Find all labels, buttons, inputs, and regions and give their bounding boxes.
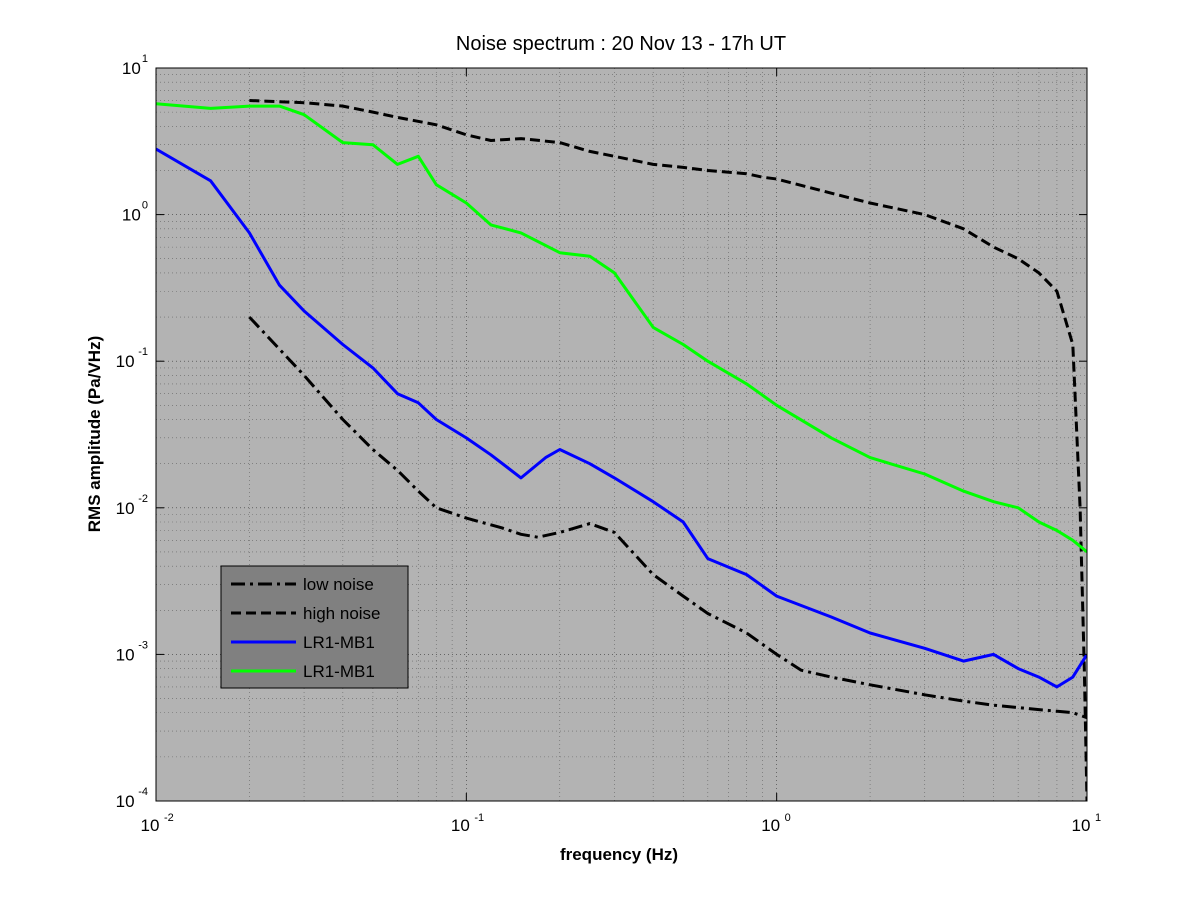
x-tick-label-exponent: 0 <box>785 812 791 824</box>
legend-box <box>220 565 409 689</box>
series-layer <box>156 99 1087 801</box>
y-tick-label-exponent: -3 <box>138 639 148 651</box>
x-tick-label: 10 <box>1072 816 1091 835</box>
x-tick-label-exponent: -1 <box>474 812 484 824</box>
y-tick-label: 10 <box>116 792 135 811</box>
series-line-0 <box>248 316 1087 720</box>
y-tick-label: 10 <box>122 59 141 78</box>
y-tick-label: 10 <box>116 645 135 664</box>
plot-area <box>156 68 1087 801</box>
y-tick-label-exponent: 1 <box>142 53 148 65</box>
legend: low noise high noise LR1-MB1 LR1-MB1 <box>220 565 409 689</box>
y-tick-label: 10 <box>116 499 135 518</box>
y-tick-label: 10 <box>122 206 141 225</box>
x-tick-label: 10 <box>761 816 780 835</box>
x-tick-label-exponent: -2 <box>164 812 174 824</box>
y-tick-label-exponent: 0 <box>142 200 148 212</box>
series-line-3 <box>156 102 1087 554</box>
x-tick-label-exponent: 1 <box>1095 812 1101 824</box>
legend-label-lr1-mb1-blue: LR1-MB1 <box>303 633 375 652</box>
legend-label-low-noise: low noise <box>303 575 374 594</box>
x-axis-label: frequency (Hz) <box>560 845 678 864</box>
y-tick-label: 10 <box>116 352 135 371</box>
y-tick-label-exponent: -4 <box>138 786 148 798</box>
y-tick-label-exponent: -2 <box>138 493 148 505</box>
x-tick-label: 10 <box>451 816 470 835</box>
series-line-2 <box>156 147 1087 689</box>
series-line-1 <box>249 99 1087 801</box>
y-tick-label-exponent: -1 <box>138 346 148 358</box>
legend-label-high-noise: high noise <box>303 604 381 623</box>
y-axis-label: RMS amplitude (Pa/VHz) <box>85 336 104 532</box>
x-tick-label: 10 <box>141 816 160 835</box>
plot-frame <box>155 67 1088 802</box>
chart-title: Noise spectrum : 20 Nov 13 - 17h UT <box>456 33 786 55</box>
legend-label-lr1-mb1-green: LR1-MB1 <box>303 662 375 681</box>
